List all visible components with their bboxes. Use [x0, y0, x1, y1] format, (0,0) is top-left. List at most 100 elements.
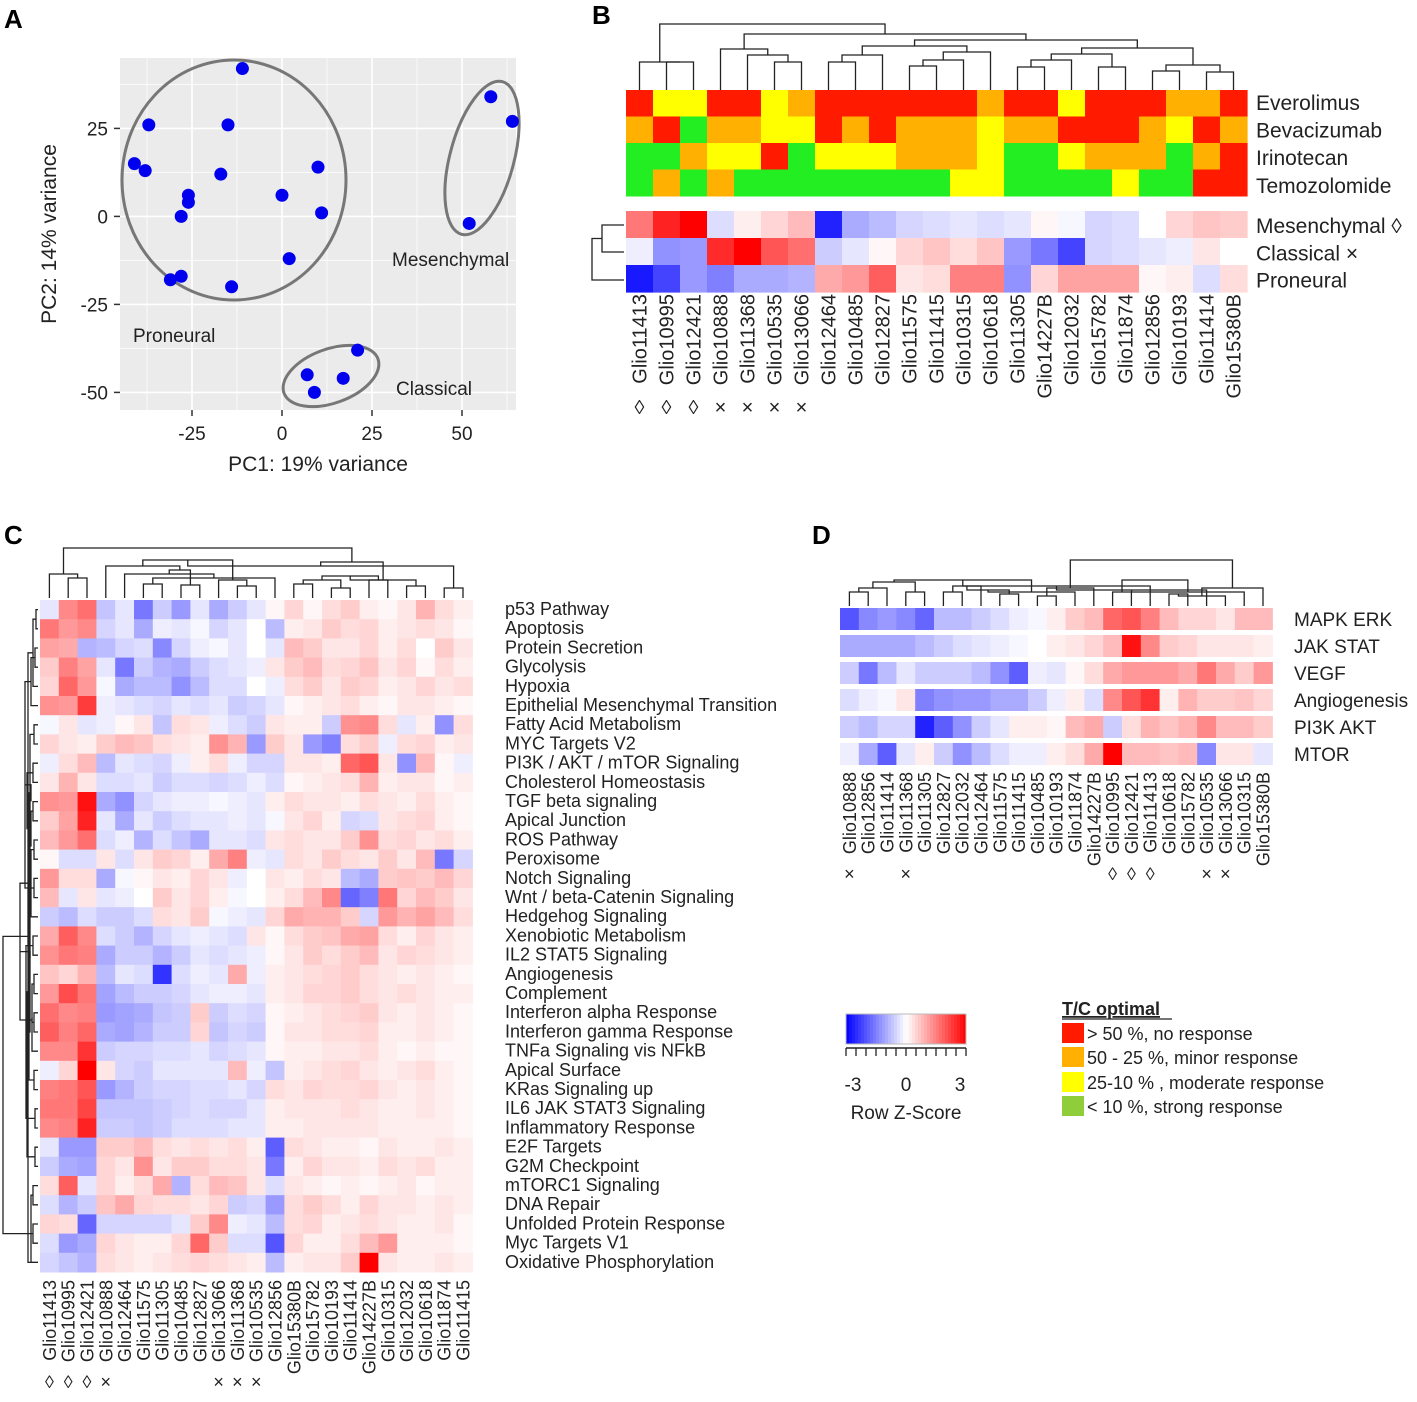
- signaling-zscore-cell: [971, 635, 991, 657]
- pathway-zscore-cell: [303, 1099, 323, 1119]
- drug-response-cell: [950, 169, 978, 197]
- signaling-zscore-cell: [1216, 635, 1236, 657]
- pathway-zscore-cell: [284, 1137, 304, 1158]
- pathway-zscore-cell: [40, 696, 60, 716]
- pathway-zscore-cell: [322, 696, 342, 716]
- dendrogram-branch: [320, 561, 384, 580]
- pathway-zscore-cell: [171, 945, 191, 966]
- pathway-zscore-cell: [416, 792, 436, 812]
- pathway-zscore-cell: [134, 772, 154, 793]
- pathway-zscore-cell: [416, 638, 436, 659]
- pathway-zscore-cell: [152, 638, 173, 659]
- pathway-zscore-cell: [265, 1022, 285, 1043]
- pathway-zscore-cell: [416, 1176, 436, 1196]
- zscore-bar-segment: [939, 1014, 943, 1044]
- pathway-zscore-cell: [171, 600, 191, 620]
- pathway-zscore-cell: [115, 772, 135, 793]
- pathway-zscore-cell: [303, 830, 323, 851]
- signaling-zscore-cell: [1046, 716, 1067, 738]
- signaling-zscore-cell: [1140, 635, 1161, 657]
- dendrogram-branch: [601, 224, 624, 253]
- pathway-zscore-cell: [77, 1041, 97, 1062]
- pathway-zscore-cell: [228, 945, 248, 966]
- pathway-zscore-cell: [453, 1041, 473, 1062]
- c-column-label: Glio11368: [228, 1280, 248, 1361]
- signaling-zscore-cell: [877, 716, 897, 738]
- pathway-zscore-cell: [378, 638, 398, 659]
- pathway-row-label: Oxidative Phosphorylation: [505, 1252, 714, 1272]
- pathway-zscore-cell: [190, 888, 210, 908]
- drug-response-cell: [1193, 90, 1221, 117]
- pathway-zscore-cell: [434, 1118, 455, 1139]
- pathway-zscore-cell: [359, 696, 379, 716]
- subtype-zscore-cell: [1004, 211, 1032, 239]
- pathway-zscore-cell: [416, 926, 436, 947]
- signaling-zscore-cell: [1178, 716, 1198, 738]
- pathway-zscore-cell: [378, 753, 398, 774]
- zscore-bar-segment: [963, 1014, 967, 1044]
- panel-label-a: A: [4, 4, 23, 34]
- pathway-zscore-cell: [228, 792, 248, 812]
- pathway-zscore-cell: [40, 868, 60, 889]
- pathway-zscore-cell: [96, 638, 116, 659]
- b-column-label: Glio11413: [630, 294, 652, 384]
- pathway-zscore-cell: [171, 868, 191, 889]
- dendrogram-branch: [872, 581, 916, 592]
- pathway-zscore-cell: [40, 945, 60, 966]
- pathway-zscore-cell: [246, 964, 267, 985]
- drug-response-cell: [923, 116, 951, 144]
- subtype-zscore-cell: [950, 211, 978, 239]
- pathway-zscore-cell: [171, 1022, 191, 1043]
- signaling-zscore-cell: [1122, 716, 1142, 738]
- pathway-zscore-cell: [246, 676, 267, 697]
- pathway-zscore-cell: [209, 849, 229, 870]
- pathway-zscore-cell: [209, 868, 229, 889]
- tc-label-strong-response: < 10 %, strong response: [1087, 1097, 1283, 1117]
- group-label-mesenchymal: Mesenchymal: [392, 250, 509, 271]
- drug-response-cell: [1058, 90, 1086, 117]
- pathway-zscore-cell: [77, 638, 97, 659]
- b-column-label: Glio12421: [684, 294, 706, 385]
- zscore-bar-segment: [882, 1014, 886, 1044]
- pathway-zscore-cell: [96, 1252, 116, 1273]
- pathway-zscore-cell: [40, 1137, 60, 1158]
- signaling-zscore-cell: [1234, 635, 1255, 657]
- panel-label-b: B: [592, 0, 611, 30]
- pathway-zscore-cell: [397, 1195, 417, 1215]
- signaling-zscore-cell: [1140, 689, 1161, 711]
- pathway-zscore-cell: [40, 1041, 60, 1062]
- scatter-point: [235, 62, 249, 76]
- pathway-zscore-cell: [265, 1214, 285, 1235]
- pathway-zscore-cell: [228, 696, 248, 716]
- pathway-row-label: Angiogenesis: [505, 964, 613, 984]
- pathway-zscore-cell: [228, 1233, 248, 1254]
- pathway-zscore-cell: [40, 964, 60, 985]
- pathway-zscore-cell: [284, 715, 304, 735]
- signaling-zscore-cell: [1103, 689, 1123, 711]
- subtype-zscore-cell: [707, 265, 735, 293]
- subtype-zscore-cell: [1031, 265, 1059, 293]
- pathway-zscore-cell: [265, 868, 285, 889]
- signaling-row-label: PI3K AKT: [1294, 718, 1377, 739]
- dendrogram-branch: [1036, 595, 1057, 606]
- drug-response-cell: [1139, 169, 1167, 197]
- pathway-zscore-cell: [209, 945, 229, 966]
- pathway-zscore-cell: [115, 926, 135, 947]
- drug-response-cell: [653, 90, 681, 117]
- scatter-point: [163, 273, 177, 287]
- signaling-zscore-cell: [971, 608, 991, 630]
- pathway-zscore-cell: [58, 830, 79, 851]
- pathway-zscore-cell: [77, 772, 97, 793]
- pathway-zscore-cell: [378, 734, 398, 755]
- pathway-zscore-cell: [228, 1156, 248, 1177]
- signaling-zscore-cell: [1009, 608, 1029, 630]
- b-column-label: Glio12827: [873, 294, 895, 385]
- dendrogram-branch: [443, 587, 464, 598]
- pathway-zscore-cell: [340, 619, 361, 639]
- subtype-zscore-cell: [1166, 265, 1194, 293]
- pathway-zscore-cell: [284, 696, 304, 716]
- subtype-zscore-cell: [1031, 211, 1059, 239]
- pathway-zscore-cell: [340, 1003, 361, 1023]
- pathway-zscore-cell: [209, 1214, 229, 1235]
- pathway-zscore-cell: [77, 888, 97, 908]
